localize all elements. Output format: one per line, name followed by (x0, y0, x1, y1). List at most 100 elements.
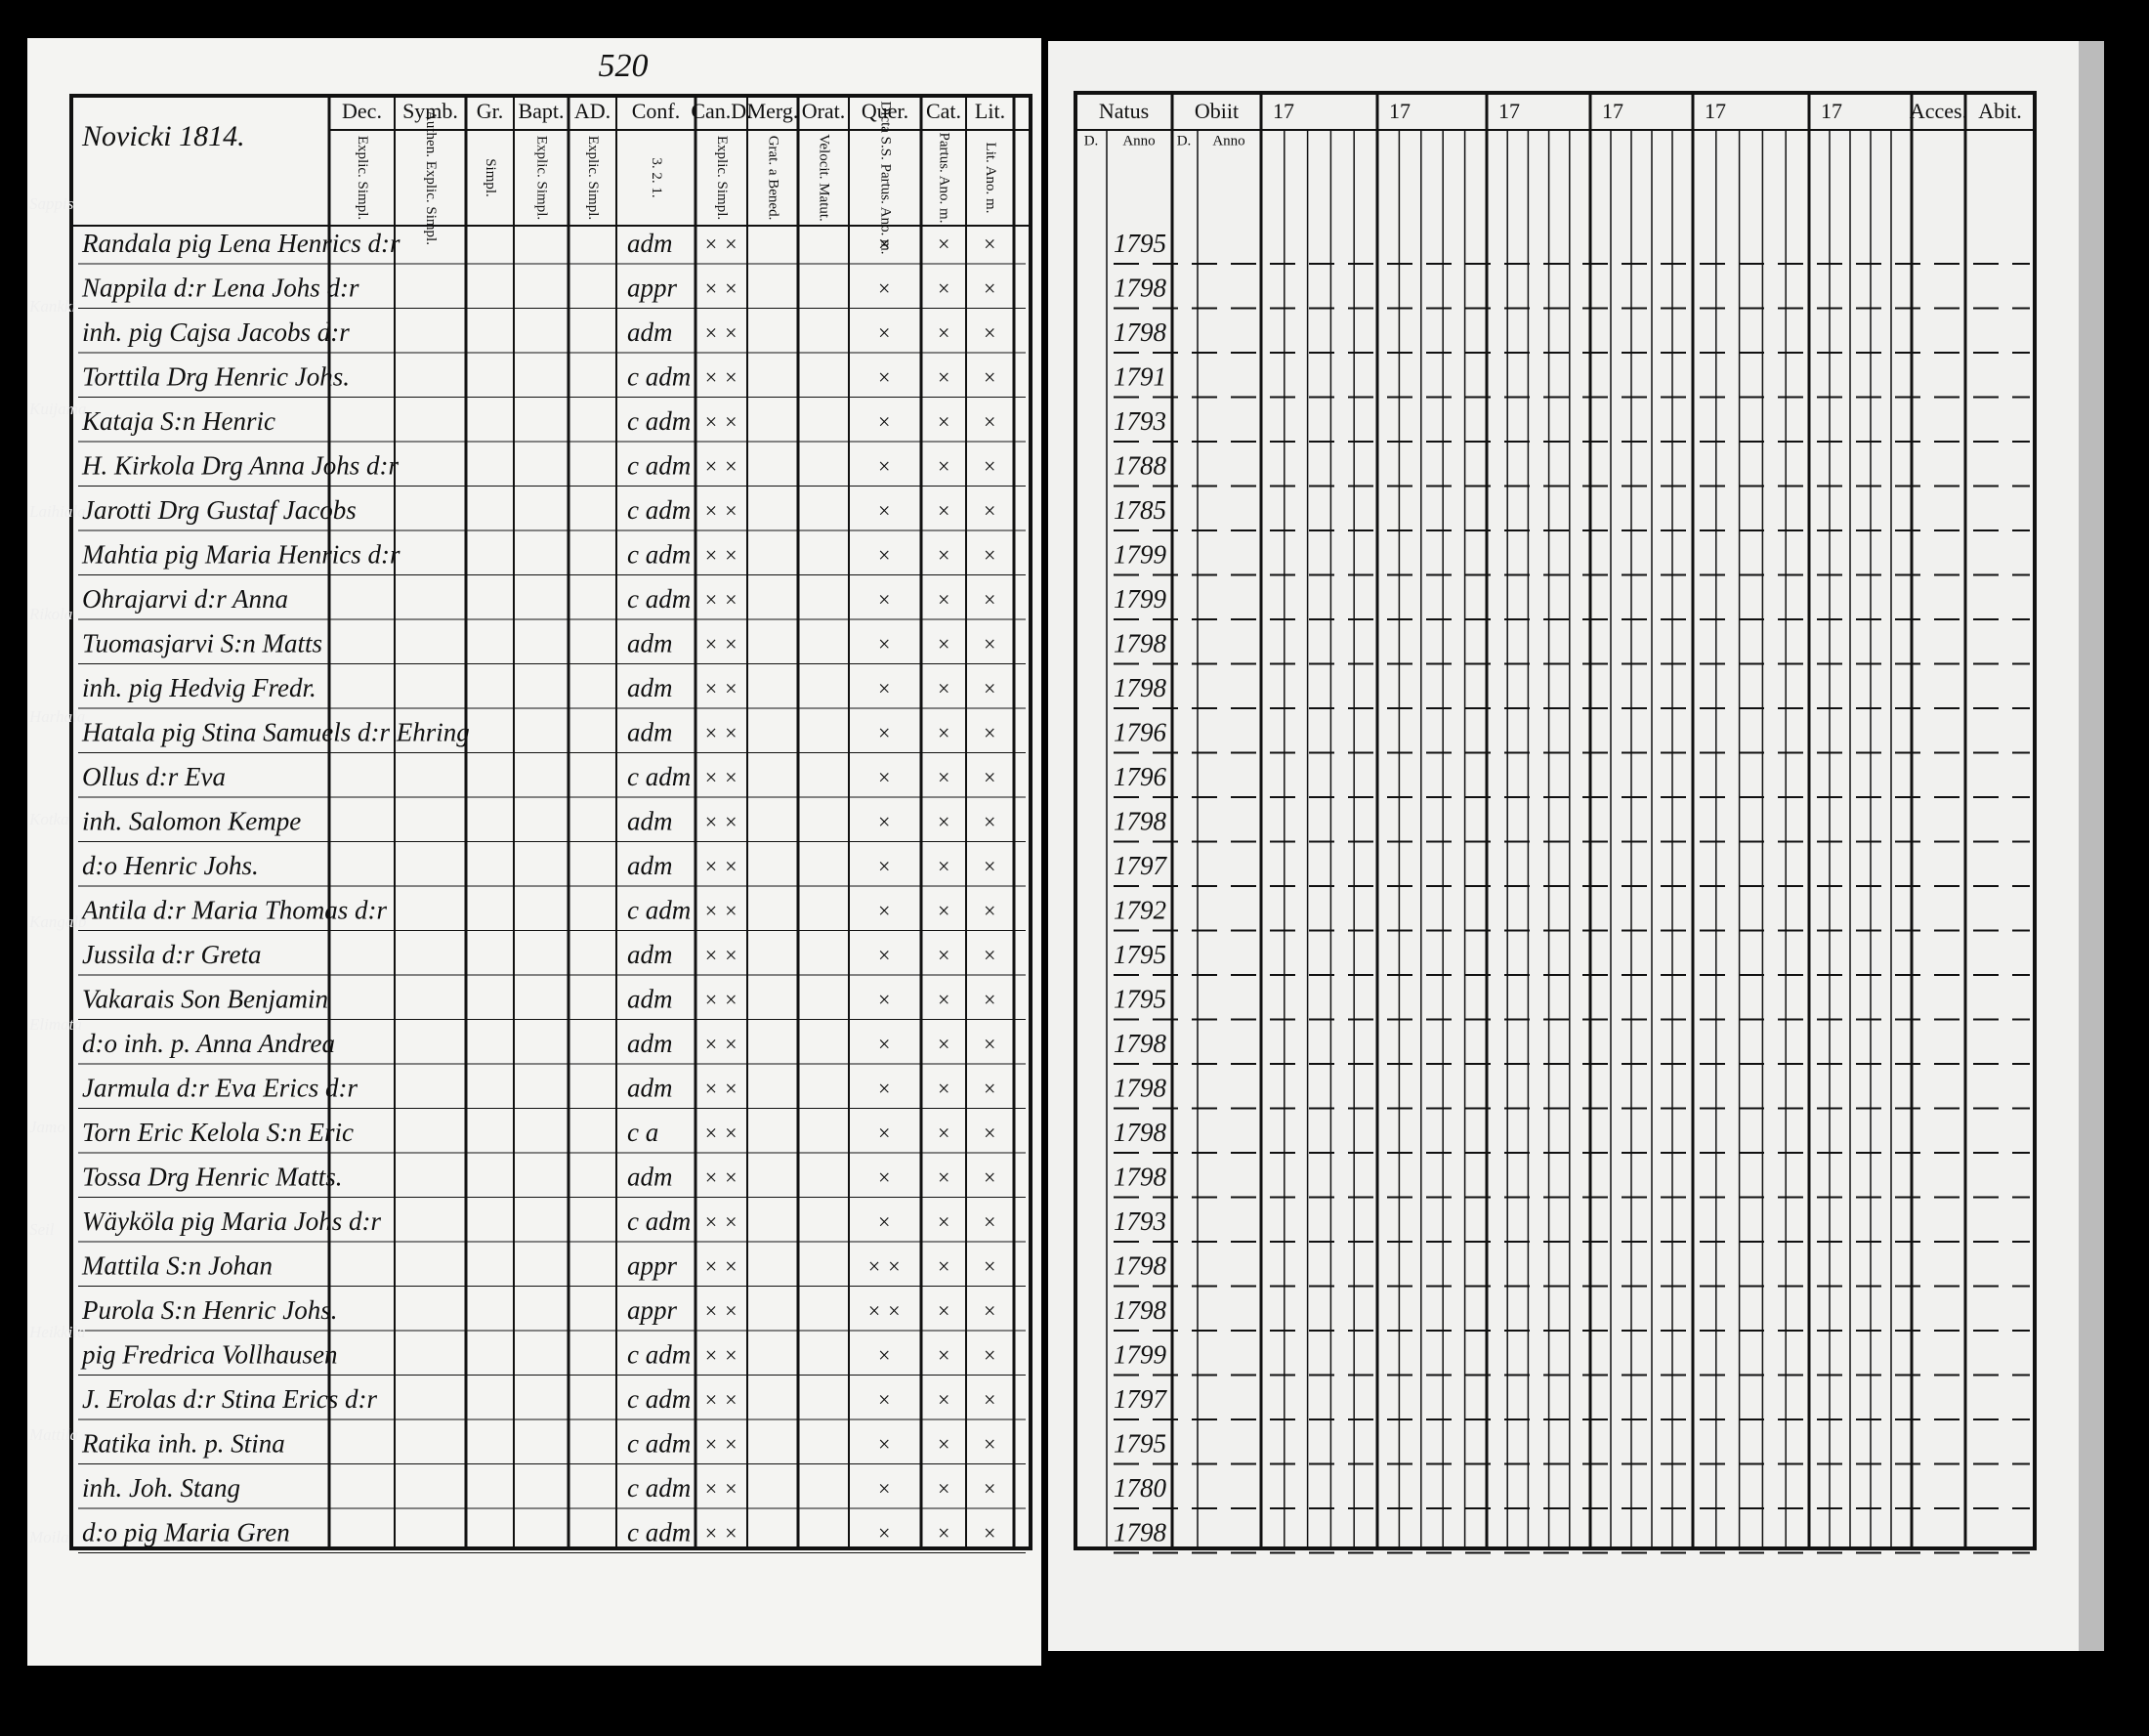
register-title: Novicki 1814. (81, 120, 245, 152)
entry-conf: adm (627, 629, 673, 658)
column-subheader: Authen. Explic. Simpl. (423, 110, 439, 245)
margin-note: Rikola (28, 605, 72, 623)
entry-mark: × (937, 1165, 951, 1190)
birth-year: 1798 (1114, 673, 1167, 702)
entry-conf: c adm (627, 896, 691, 925)
entry-mark: × (937, 232, 951, 256)
entry-mark: × (983, 409, 997, 434)
entry-mark: × × (703, 320, 737, 345)
entry-mark: × (983, 943, 997, 967)
entry-mark: × × (703, 854, 737, 878)
margin-note: Harhala (28, 707, 85, 726)
birth-year: 1795 (1114, 1429, 1166, 1459)
entry-mark: × (983, 1209, 997, 1234)
entry-name: Ohrajarvi d:r Anna (82, 584, 288, 614)
entry-mark: × (937, 1077, 951, 1101)
entry-conf: c adm (627, 540, 691, 570)
entry-mark: × (983, 1077, 997, 1101)
entry-mark: × × (703, 943, 737, 967)
birth-year: 1795 (1114, 985, 1166, 1014)
column-subheader: Grat. a Bened. (766, 136, 781, 221)
column-subheader: D. (1177, 133, 1192, 148)
entry-mark: × (937, 988, 951, 1012)
entry-mark: × (983, 1387, 997, 1412)
entry-mark: × (937, 454, 951, 479)
entry-conf: adm (627, 718, 673, 747)
entry-mark: × (937, 1209, 951, 1234)
entry-mark: × (937, 276, 951, 301)
entry-mark: × (877, 543, 892, 568)
birth-year: 1785 (1114, 495, 1166, 525)
birth-year: 1795 (1114, 229, 1166, 258)
entry-name: H. Kirkola Drg Anna Johs d:r (81, 451, 399, 481)
birth-year: 1799 (1114, 1340, 1167, 1370)
column-header: Merg. (747, 99, 799, 123)
entry-mark: × × (703, 1254, 737, 1279)
birth-year: 1798 (1114, 1295, 1167, 1325)
entry-mark: × × (703, 1387, 737, 1412)
entry-mark: × (983, 320, 997, 345)
entry-name: Randala pig Lena Henrics d:r (81, 229, 400, 258)
left-page (27, 38, 1041, 1666)
entry-mark: × (983, 1476, 997, 1501)
margin-note: Kotka (28, 810, 69, 828)
entry-conf: adm (627, 807, 673, 836)
column-header: 17 (1821, 99, 1842, 123)
birth-year: 1798 (1114, 1163, 1167, 1192)
entry-conf: adm (627, 851, 673, 880)
entry-conf: c adm (627, 1207, 691, 1236)
birth-year: 1797 (1114, 1384, 1168, 1414)
column-header: Conf. (632, 99, 681, 123)
margin-note: Seil (29, 1220, 55, 1239)
column-header: Can.D. (691, 99, 751, 123)
entry-mark: × (937, 543, 951, 568)
entry-mark: × × (703, 1165, 737, 1190)
birth-year: 1795 (1114, 940, 1166, 969)
entry-conf: c adm (627, 406, 691, 436)
entry-mark: × (983, 1254, 997, 1279)
entry-mark: × (937, 409, 951, 434)
birth-year: 1798 (1114, 1029, 1167, 1058)
entry-mark: × (937, 1476, 951, 1501)
entry-mark: × × (703, 988, 737, 1012)
entry-mark: × (877, 632, 892, 656)
column-header: AD. (574, 99, 611, 123)
entry-mark: × (983, 276, 997, 301)
birth-year: 1791 (1114, 362, 1166, 392)
entry-mark: × (877, 676, 892, 700)
entry-mark: × (937, 1521, 951, 1545)
entry-conf: c adm (627, 495, 691, 525)
entry-conf: c adm (627, 1518, 691, 1547)
entry-name: Vakarais Son Benjamin (82, 985, 328, 1014)
column-header: 17 (1389, 99, 1411, 123)
entry-mark: × × (703, 1077, 737, 1101)
column-subheader: Simpl. (483, 158, 498, 197)
entry-name: Tossa Drg Henric Matts. (82, 1163, 343, 1192)
entry-mark: × (937, 1032, 951, 1056)
entry-mark: × (983, 498, 997, 523)
entry-mark: × (983, 1032, 997, 1056)
entry-mark: × (983, 1343, 997, 1368)
entry-name: Torttila Drg Henric Johs. (82, 362, 350, 392)
entry-mark: × × (703, 1521, 737, 1545)
entry-name: Ratika inh. p. Stina (81, 1429, 285, 1459)
birth-year: 1799 (1114, 584, 1167, 614)
column-header: Orat. (802, 99, 846, 123)
margin-note: Sappis (29, 194, 74, 213)
entry-name: Wäyköla pig Maria Johs d:r (82, 1207, 381, 1236)
column-subheader: Velocit. Matut. (817, 134, 832, 222)
entry-name: Ollus d:r Eva (82, 762, 226, 791)
entry-mark: × (937, 320, 951, 345)
column-subheader: Partus. Ano. m. (937, 133, 952, 224)
entry-mark: × × (703, 454, 737, 479)
entry-name: Antila d:r Maria Thomas d:r (80, 896, 388, 925)
entry-mark: × × (703, 721, 737, 745)
entry-mark: × (877, 232, 892, 256)
column-header: Natus (1099, 99, 1149, 123)
entry-conf: adm (627, 1074, 673, 1103)
entry-mark: × (983, 365, 997, 390)
margin-note: Jamo (29, 1118, 65, 1136)
column-header: Abit. (1978, 99, 2022, 123)
entry-conf: c adm (627, 451, 691, 481)
